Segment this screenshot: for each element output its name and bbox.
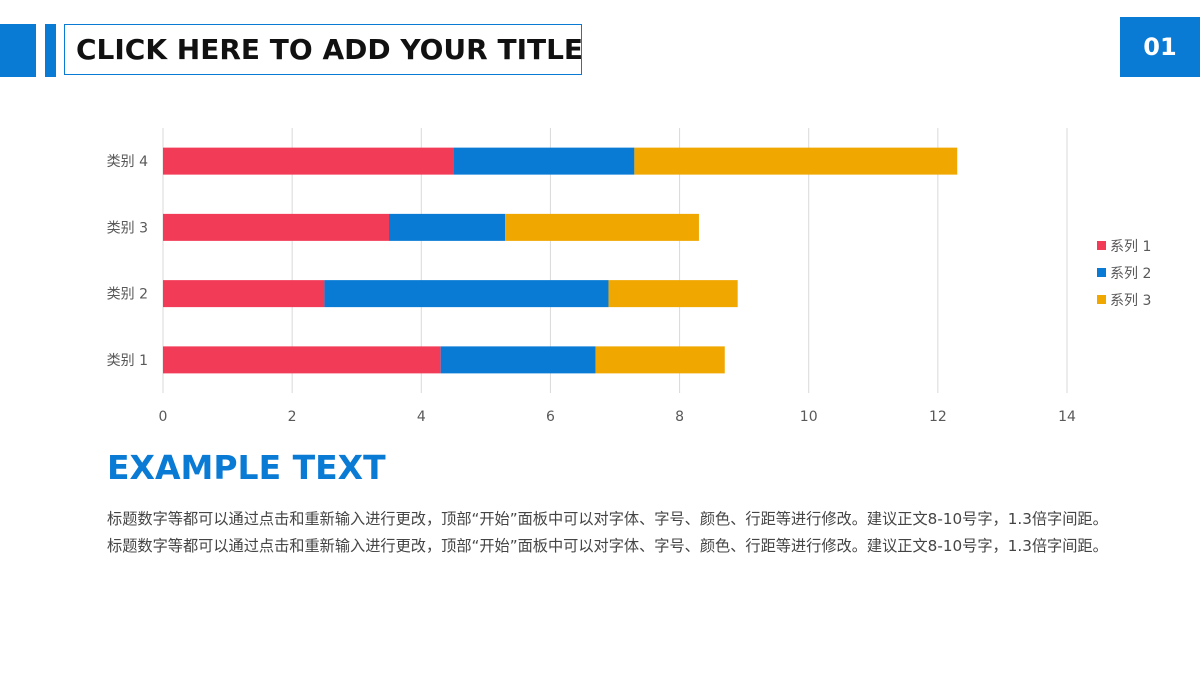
legend-label: 系列 3 [1110,293,1151,309]
bar-segment [389,213,506,241]
x-tick-label: 4 [417,409,426,425]
category-label: 类别 4 [107,154,148,170]
header-accent-bar [0,24,36,77]
category-label: 类别 1 [107,353,148,369]
x-tick-label: 12 [929,409,947,425]
bar-segment [505,213,699,241]
legend-swatch [1097,268,1106,277]
category-label: 类别 3 [107,220,148,236]
bar-segment [324,280,609,308]
bar-segment [163,280,325,308]
x-tick-label: 8 [675,409,684,425]
page-number-badge: 01 [1120,17,1200,77]
x-tick-label: 10 [800,409,818,425]
x-tick-label: 0 [159,409,168,425]
bar-segment [595,346,725,374]
bar-segment [163,213,389,241]
bar-segment [453,147,635,175]
legend-swatch [1097,241,1106,250]
x-tick-label: 14 [1058,409,1076,425]
bar-segment [608,280,738,308]
bar-segment [440,346,596,374]
legend-label: 系列 2 [1110,266,1151,282]
bar-segment [163,147,454,175]
legend-label: 系列 1 [1110,239,1151,255]
x-tick-label: 6 [546,409,555,425]
page-number: 01 [1143,33,1177,61]
page-title[interactable]: CLICK HERE TO ADD YOUR TITLE [76,33,584,66]
category-label: 类别 2 [107,287,148,303]
body-paragraph[interactable]: 标题数字等都可以通过点击和重新输入进行更改，顶部“开始”面板中可以对字体、字号、… [107,510,1108,555]
stacked-bar-chart: 0 2 4 6 8 10 12 14 类别 1 类别 2 类别 3 类别 4 系列 1 系列 2 系列 3 [107,128,1151,425]
bar-segment [163,346,441,374]
bar-segment [634,147,958,175]
legend-swatch [1097,295,1106,304]
section-heading[interactable]: EXAMPLE TEXT [107,448,386,487]
x-tick-label: 2 [288,409,297,425]
header-accent-bar-thin [45,24,56,77]
title-box[interactable]: CLICK HERE TO ADD YOUR TITLE [64,24,584,75]
